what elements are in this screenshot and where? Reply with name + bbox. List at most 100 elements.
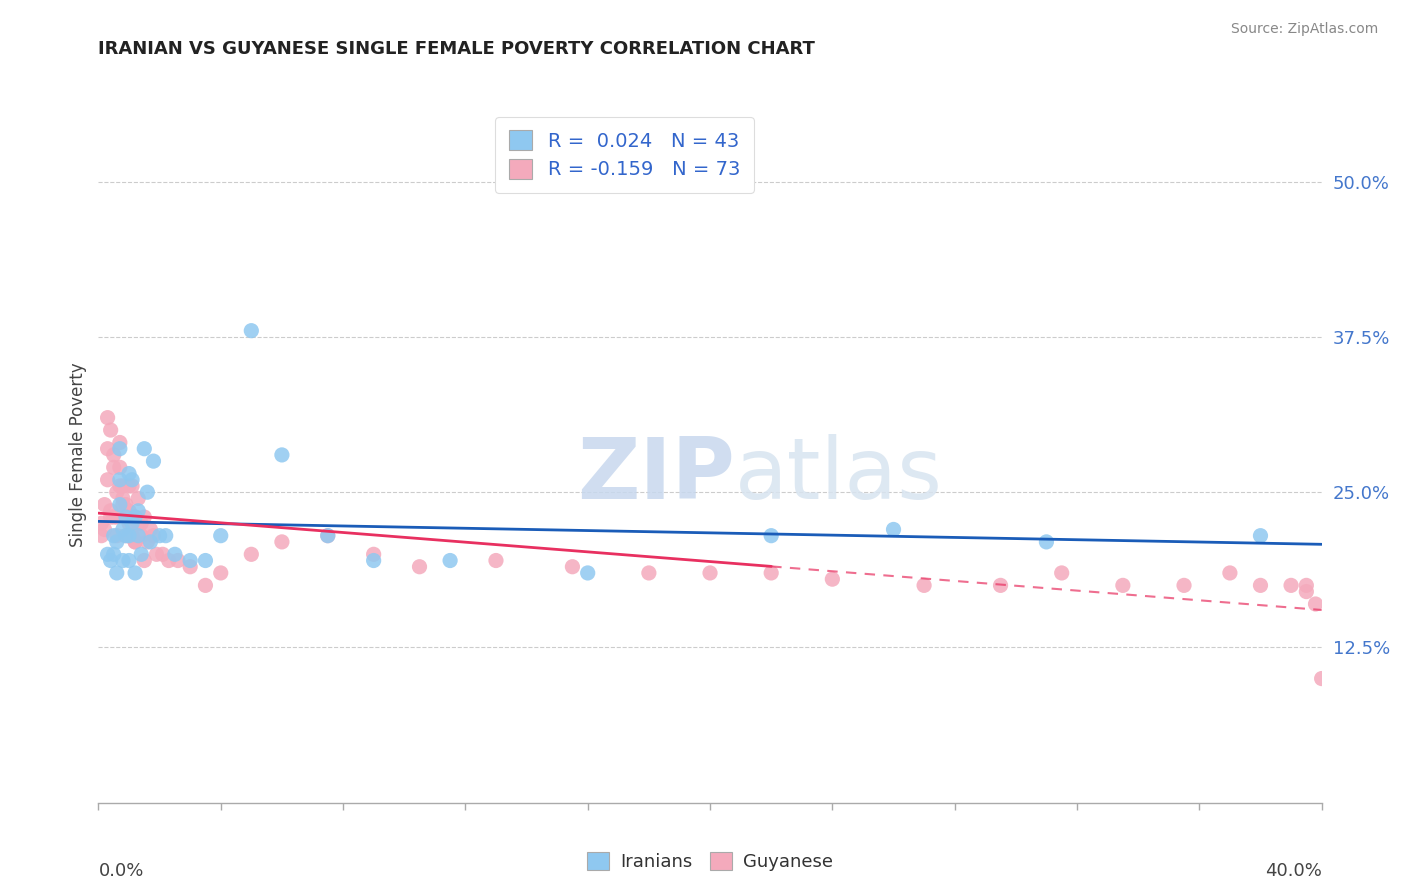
Point <box>111 553 134 567</box>
Point <box>883 523 905 537</box>
Point <box>1219 566 1241 580</box>
Point <box>105 529 128 543</box>
Point <box>118 553 141 567</box>
Point <box>759 566 782 580</box>
Point <box>1173 578 1195 592</box>
Point <box>105 535 128 549</box>
Point <box>103 460 125 475</box>
Point <box>124 535 146 549</box>
Point <box>103 529 125 543</box>
Point <box>179 553 201 567</box>
Point <box>142 454 165 468</box>
Point <box>163 547 186 561</box>
Point <box>1050 566 1073 580</box>
Point <box>108 442 131 456</box>
Point <box>912 578 935 592</box>
Point <box>149 529 172 543</box>
Point <box>100 553 122 567</box>
Text: 0.0%: 0.0% <box>98 863 143 880</box>
Point <box>134 553 156 567</box>
Point <box>127 491 149 506</box>
Point <box>97 442 120 456</box>
Point <box>115 529 138 543</box>
Text: ZIP: ZIP <box>576 434 734 517</box>
Point <box>139 523 162 537</box>
Point <box>93 498 115 512</box>
Point <box>108 460 131 475</box>
Y-axis label: Single Female Poverty: Single Female Poverty <box>69 363 87 547</box>
Text: Source: ZipAtlas.com: Source: ZipAtlas.com <box>1230 22 1378 37</box>
Point <box>270 448 292 462</box>
Point <box>316 529 339 543</box>
Point <box>209 566 232 580</box>
Point <box>699 566 721 580</box>
Point <box>100 504 122 518</box>
Point <box>124 566 146 580</box>
Point <box>637 566 661 580</box>
Point <box>115 498 138 512</box>
Point <box>124 535 146 549</box>
Point <box>1249 529 1271 543</box>
Point <box>136 485 159 500</box>
Point <box>93 523 115 537</box>
Point <box>121 516 143 531</box>
Point <box>103 448 125 462</box>
Point <box>1310 672 1333 686</box>
Point <box>121 529 143 543</box>
Point <box>127 504 149 518</box>
Point <box>121 510 143 524</box>
Point <box>1112 578 1135 592</box>
Point <box>129 547 152 561</box>
Point <box>240 324 263 338</box>
Point <box>115 510 138 524</box>
Point <box>363 553 385 567</box>
Point <box>121 473 143 487</box>
Point <box>408 559 430 574</box>
Point <box>108 479 131 493</box>
Point <box>111 523 134 537</box>
Point <box>108 498 131 512</box>
Point <box>485 553 508 567</box>
Point <box>118 516 141 531</box>
Point <box>167 553 190 567</box>
Point <box>115 529 138 543</box>
Point <box>118 479 141 493</box>
Point <box>108 435 131 450</box>
Point <box>111 479 134 493</box>
Point <box>1279 578 1302 592</box>
Point <box>111 498 134 512</box>
Point <box>90 529 112 543</box>
Point <box>270 535 292 549</box>
Point <box>179 559 201 574</box>
Point <box>240 547 263 561</box>
Point <box>136 535 159 549</box>
Point <box>209 529 232 543</box>
Point <box>121 479 143 493</box>
Point <box>97 547 120 561</box>
Point <box>363 547 385 561</box>
Point <box>561 559 583 574</box>
Point <box>118 529 141 543</box>
Point <box>145 547 167 561</box>
Point <box>1035 535 1057 549</box>
Point <box>821 572 844 586</box>
Point <box>105 485 128 500</box>
Point <box>1295 584 1317 599</box>
Point <box>316 529 339 543</box>
Point <box>124 510 146 524</box>
Point <box>127 516 149 531</box>
Point <box>97 473 120 487</box>
Point <box>129 529 152 543</box>
Point <box>152 547 174 561</box>
Text: 40.0%: 40.0% <box>1265 863 1322 880</box>
Point <box>194 578 217 592</box>
Point <box>127 529 149 543</box>
Point <box>194 553 217 567</box>
Point <box>129 516 152 531</box>
Point <box>1295 578 1317 592</box>
Point <box>118 467 141 481</box>
Point <box>103 510 125 524</box>
Point <box>134 442 156 456</box>
Point <box>118 504 141 518</box>
Point <box>90 516 112 531</box>
